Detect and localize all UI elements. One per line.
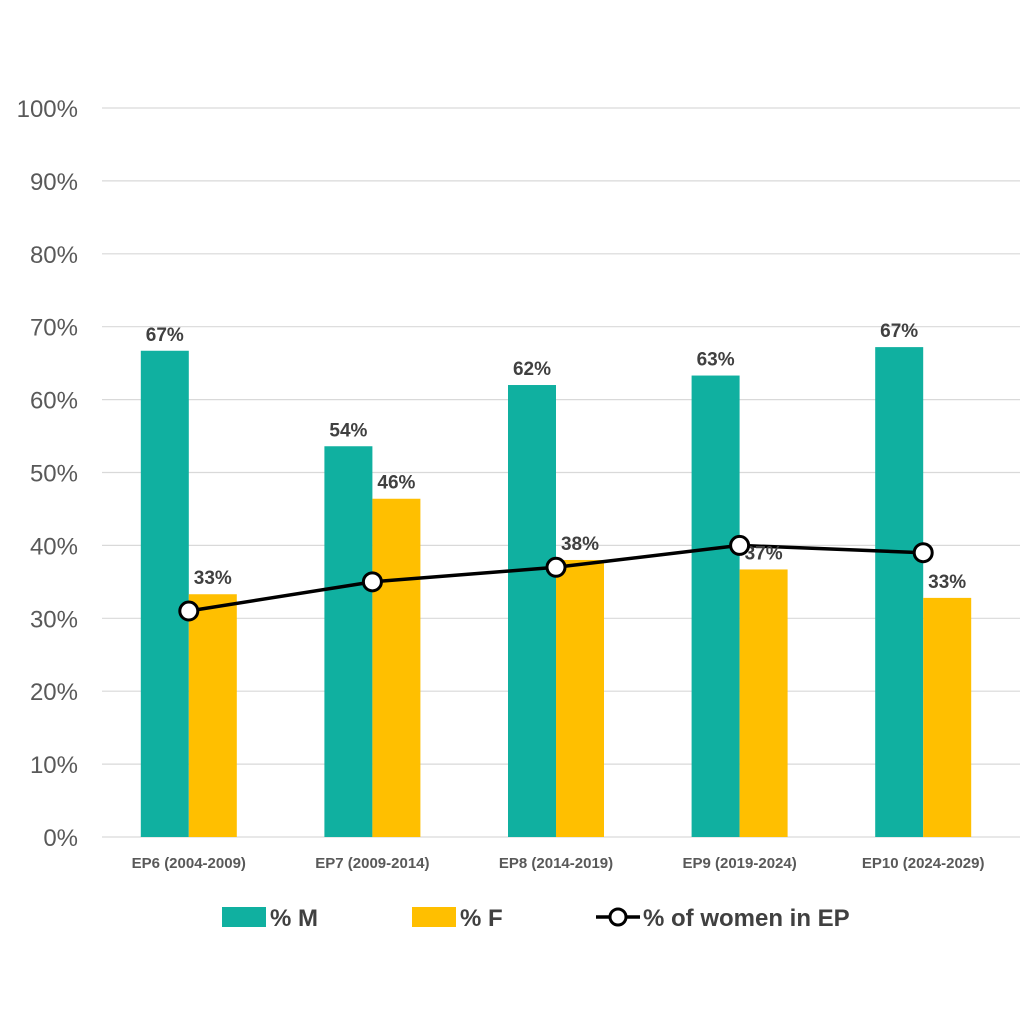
bar bbox=[875, 347, 924, 837]
data-label: 37% bbox=[745, 543, 783, 564]
x-tick-label: EP10 (2024-2029) bbox=[862, 855, 985, 872]
data-label: 46% bbox=[377, 473, 415, 494]
y-tick-label: 40% bbox=[30, 533, 78, 560]
y-tick-label: 30% bbox=[30, 606, 78, 633]
data-label: 67% bbox=[880, 321, 918, 342]
x-tick-label: EP7 (2009-2014) bbox=[315, 855, 429, 872]
y-tick-label: 10% bbox=[30, 752, 78, 779]
bar bbox=[556, 559, 604, 837]
line-marker bbox=[729, 534, 751, 556]
x-tick-label: EP8 (2014-2019) bbox=[499, 855, 613, 872]
y-tick-label: 100% bbox=[17, 96, 78, 123]
bar bbox=[188, 594, 237, 837]
bar bbox=[739, 569, 788, 837]
y-tick-label: 50% bbox=[30, 461, 78, 488]
line-marker bbox=[361, 571, 383, 593]
bar bbox=[324, 446, 373, 837]
x-tick-label: EP6 (2004-2009) bbox=[132, 855, 246, 872]
data-label: 33% bbox=[928, 572, 966, 593]
data-label: 67% bbox=[146, 325, 184, 346]
y-tick-label: 70% bbox=[30, 315, 78, 342]
bar bbox=[508, 385, 556, 837]
data-label: 33% bbox=[194, 568, 232, 589]
x-tick-label: EP9 (2019-2024) bbox=[682, 855, 796, 872]
y-tick-label: 90% bbox=[30, 169, 78, 196]
data-label: 38% bbox=[561, 534, 599, 555]
legend-swatch bbox=[412, 907, 456, 927]
y-tick-label: 0% bbox=[43, 825, 78, 852]
y-tick-label: 60% bbox=[30, 388, 78, 415]
line-marker bbox=[178, 600, 200, 622]
line-marker bbox=[545, 556, 567, 578]
y-tick-label: 20% bbox=[30, 679, 78, 706]
bar bbox=[923, 597, 972, 837]
legend-swatch bbox=[222, 907, 266, 927]
data-label: 62% bbox=[513, 359, 551, 380]
bar bbox=[691, 375, 740, 837]
legend-marker bbox=[608, 907, 628, 927]
bar bbox=[372, 498, 421, 837]
legend-label: % M bbox=[270, 905, 318, 932]
data-label: 63% bbox=[697, 350, 735, 371]
line-marker bbox=[912, 542, 934, 564]
legend-label: % of women in EP bbox=[643, 905, 850, 932]
legend-label: % F bbox=[460, 905, 503, 932]
y-tick-label: 80% bbox=[30, 242, 78, 269]
bar bbox=[140, 350, 189, 837]
data-label: 54% bbox=[329, 420, 367, 441]
